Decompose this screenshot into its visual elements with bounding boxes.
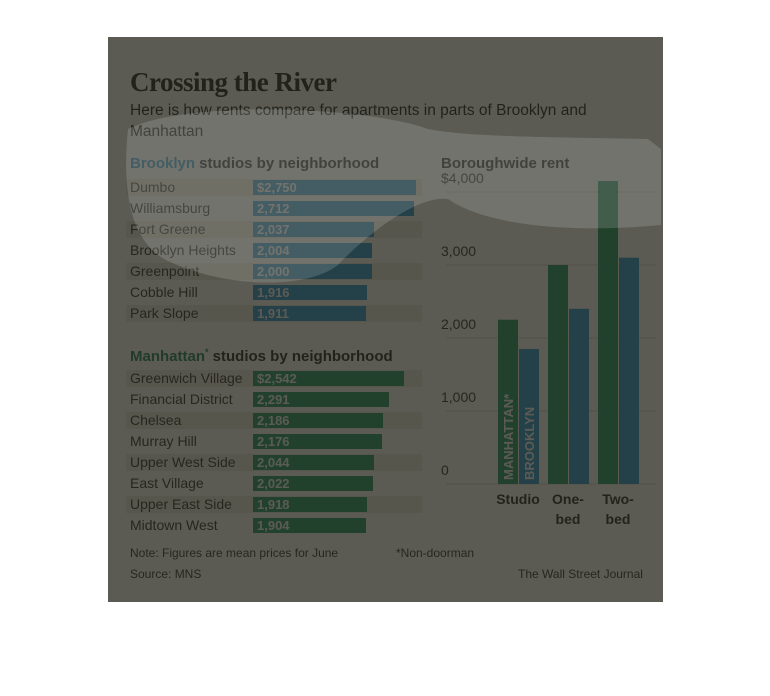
x-category-label: One- — [552, 491, 584, 507]
graphic-card: Crossing the River Here is how rents com… — [108, 37, 663, 602]
manhattan-borough-bar — [598, 181, 618, 485]
y-tick-label: 1,000 — [441, 389, 476, 405]
brooklyn-borough-bar — [569, 308, 589, 484]
x-category-label: Studio — [496, 491, 540, 507]
manhattan-borough-bar — [548, 265, 568, 484]
y-tick-label: 3,000 — [441, 243, 476, 259]
credit-text: The Wall Street Journal — [518, 567, 643, 581]
y-tick-label: 2,000 — [441, 316, 476, 332]
boroughwide-chart: 0 1,000 2,000 3,000 $4,000 Studio One-bed Two-b… — [441, 170, 656, 527]
x-category-label: bed — [556, 511, 581, 527]
footnote-text: *Non-doorman — [396, 546, 475, 560]
y-tick-label: 0 — [441, 462, 449, 478]
note-text: Note: Figures are mean prices for June — [130, 546, 339, 560]
brooklyn-borough-bar — [619, 257, 639, 484]
source-text: Source: MNS — [130, 567, 202, 581]
series-label: MANHATTAN* — [501, 393, 516, 480]
x-category-label: bed — [606, 511, 631, 527]
y-tick-label: $4,000 — [441, 170, 484, 186]
x-category-label: Two- — [602, 491, 634, 507]
series-label: BROOKLYN — [522, 407, 537, 480]
